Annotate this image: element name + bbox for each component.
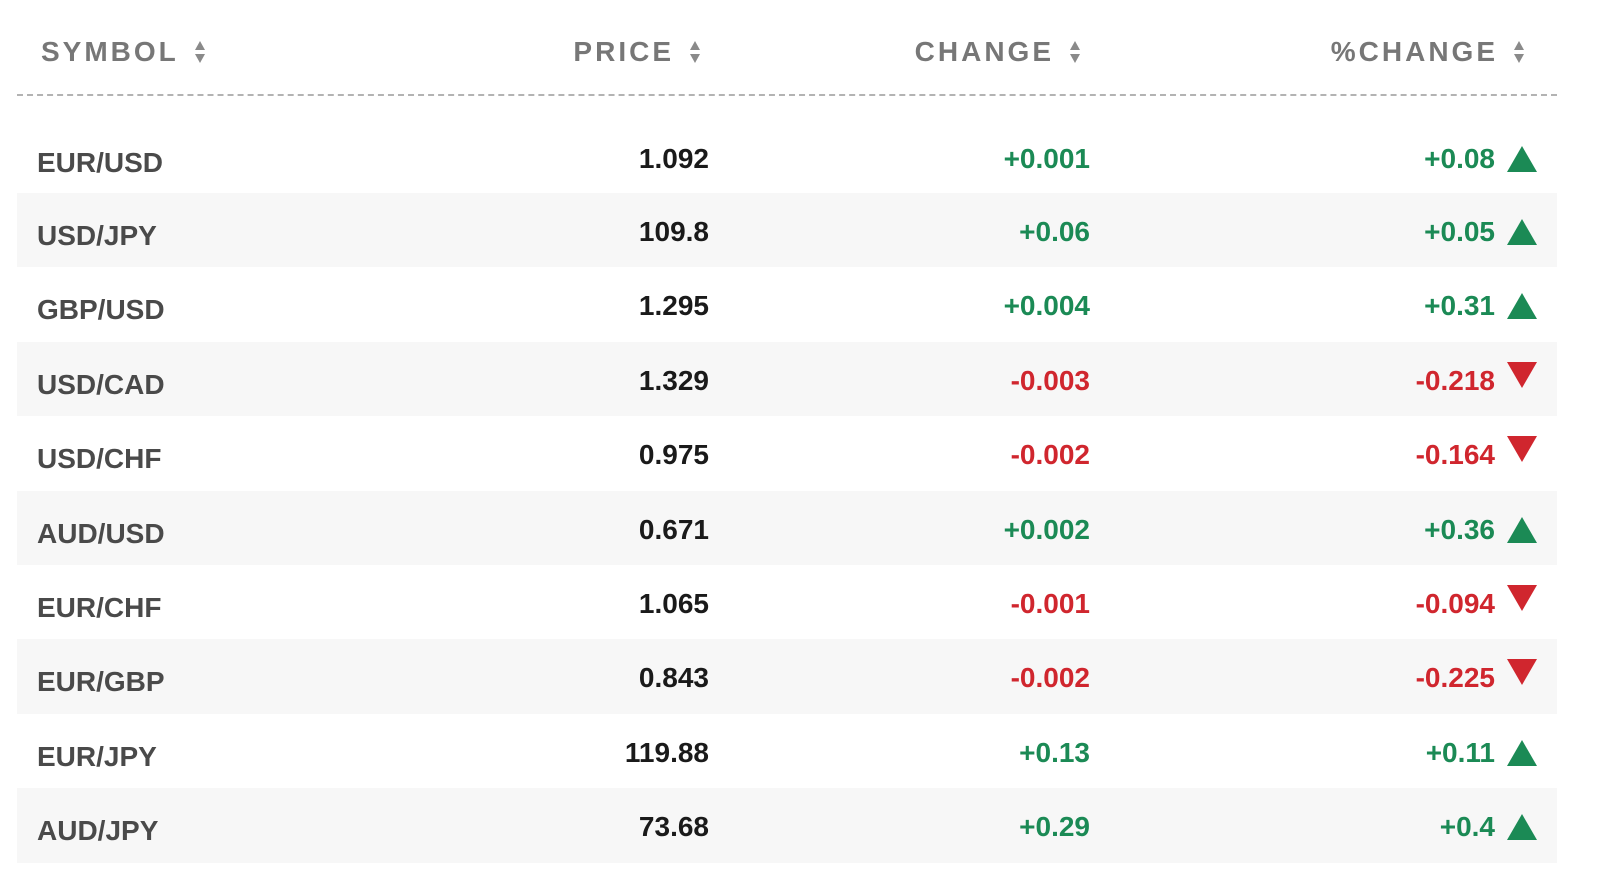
sort-icon[interactable]	[690, 41, 700, 63]
sort-icon[interactable]	[1070, 41, 1080, 63]
pct-change-cell: +0.4	[1439, 811, 1495, 843]
table-row[interactable]: AUD/USD 0.671 +0.002 +0.36	[17, 490, 1557, 565]
table-header: SYMBOL PRICE CHANGE %CHANGE	[17, 0, 1557, 96]
triangle-down-icon	[1507, 584, 1537, 611]
triangle-up-icon	[1507, 814, 1537, 841]
change-cell: -0.001	[1010, 587, 1090, 619]
symbol-cell[interactable]: GBP/USD	[37, 294, 165, 326]
price-cell: 1.329	[638, 364, 709, 396]
table-row[interactable]: USD/CHF 0.975 -0.002 -0.164	[17, 416, 1557, 490]
symbol-cell[interactable]: EUR/GBP	[37, 666, 165, 698]
table-row[interactable]: USD/CAD 1.329 -0.003 -0.218	[17, 341, 1557, 417]
change-cell: -0.002	[1010, 439, 1090, 471]
change-cell: +0.13	[1019, 736, 1090, 768]
sort-icon[interactable]	[1514, 41, 1524, 63]
pct-change-cell: -0.094	[1415, 587, 1495, 619]
price-cell: 73.68	[638, 811, 709, 843]
triangle-up-icon	[1507, 516, 1537, 543]
triangle-up-icon	[1507, 293, 1537, 320]
pct-change-cell: +0.11	[1425, 736, 1495, 768]
table-row[interactable]: EUR/USD 1.092 +0.001 +0.08	[17, 120, 1557, 193]
price-cell: 1.065	[638, 587, 709, 619]
table-row[interactable]: EUR/GBP 0.843 -0.002 -0.225	[17, 639, 1557, 714]
sort-icon[interactable]	[194, 41, 205, 63]
change-cell: +0.002	[1003, 513, 1090, 545]
price-cell: 0.843	[638, 662, 709, 694]
price-cell: 0.671	[638, 513, 709, 545]
change-cell: +0.29	[1019, 811, 1090, 843]
column-header-price-label: PRICE	[573, 36, 674, 67]
change-cell: -0.003	[1010, 364, 1090, 396]
column-header-symbol-label: SYMBOL	[41, 36, 179, 67]
symbol-cell[interactable]: EUR/USD	[37, 147, 164, 178]
table-row[interactable]: GBP/USD 1.295 +0.004 +0.31	[17, 267, 1557, 341]
pct-change-cell: -0.225	[1415, 662, 1495, 694]
price-cell: 1.295	[638, 290, 709, 322]
column-header-change[interactable]: CHANGE	[915, 34, 1080, 70]
triangle-up-icon	[1507, 219, 1537, 245]
symbol-cell[interactable]: EUR/CHF	[37, 591, 162, 623]
pct-change-cell: +0.08	[1424, 143, 1495, 174]
change-cell: +0.06	[1019, 216, 1090, 247]
table-row[interactable]: AUD/JPY 73.68 +0.29 +0.4	[17, 788, 1557, 863]
triangle-down-icon	[1507, 361, 1537, 388]
triangle-down-icon	[1507, 436, 1537, 463]
triangle-up-icon	[1507, 146, 1537, 172]
table-body: EUR/USD 1.092 +0.001 +0.08 USD/JPY 109.8…	[17, 120, 1557, 863]
change-cell: +0.004	[1003, 290, 1090, 322]
symbol-cell[interactable]: USD/JPY	[37, 220, 157, 251]
pct-change-cell: +0.36	[1424, 513, 1495, 545]
column-header-change-label: CHANGE	[914, 36, 1054, 67]
symbol-cell[interactable]: EUR/JPY	[37, 740, 157, 772]
triangle-down-icon	[1507, 659, 1537, 686]
table-row[interactable]: EUR/JPY 119.88 +0.13 +0.11	[17, 714, 1557, 788]
price-cell: 0.975	[638, 439, 709, 471]
currency-table: SYMBOL PRICE CHANGE %CHANGE EUR/USD 1.09…	[17, 0, 1557, 863]
table-row[interactable]: EUR/CHF 1.065 -0.001 -0.094	[17, 565, 1557, 639]
pct-change-cell: -0.218	[1415, 364, 1495, 396]
column-header-price[interactable]: PRICE	[573, 34, 700, 70]
symbol-cell[interactable]: AUD/JPY	[37, 815, 159, 847]
change-cell: -0.002	[1010, 662, 1090, 694]
price-cell: 119.88	[624, 736, 709, 768]
table-row[interactable]: USD/JPY 109.8 +0.06 +0.05	[17, 193, 1557, 268]
pct-change-cell: +0.31	[1424, 290, 1495, 322]
symbol-cell[interactable]: AUD/USD	[37, 517, 165, 549]
column-header-symbol[interactable]: SYMBOL	[41, 34, 205, 70]
symbol-cell[interactable]: USD/CAD	[37, 368, 165, 400]
price-cell: 109.8	[638, 216, 709, 247]
price-cell: 1.092	[638, 143, 709, 174]
pct-change-cell: -0.164	[1415, 439, 1495, 471]
column-header-pct-change-label: %CHANGE	[1330, 36, 1498, 67]
symbol-cell[interactable]: USD/CHF	[37, 443, 162, 475]
pct-change-cell: +0.05	[1424, 216, 1495, 247]
triangle-up-icon	[1507, 739, 1537, 766]
column-header-pct-change[interactable]: %CHANGE	[1331, 34, 1524, 70]
change-cell: +0.001	[1003, 143, 1090, 174]
